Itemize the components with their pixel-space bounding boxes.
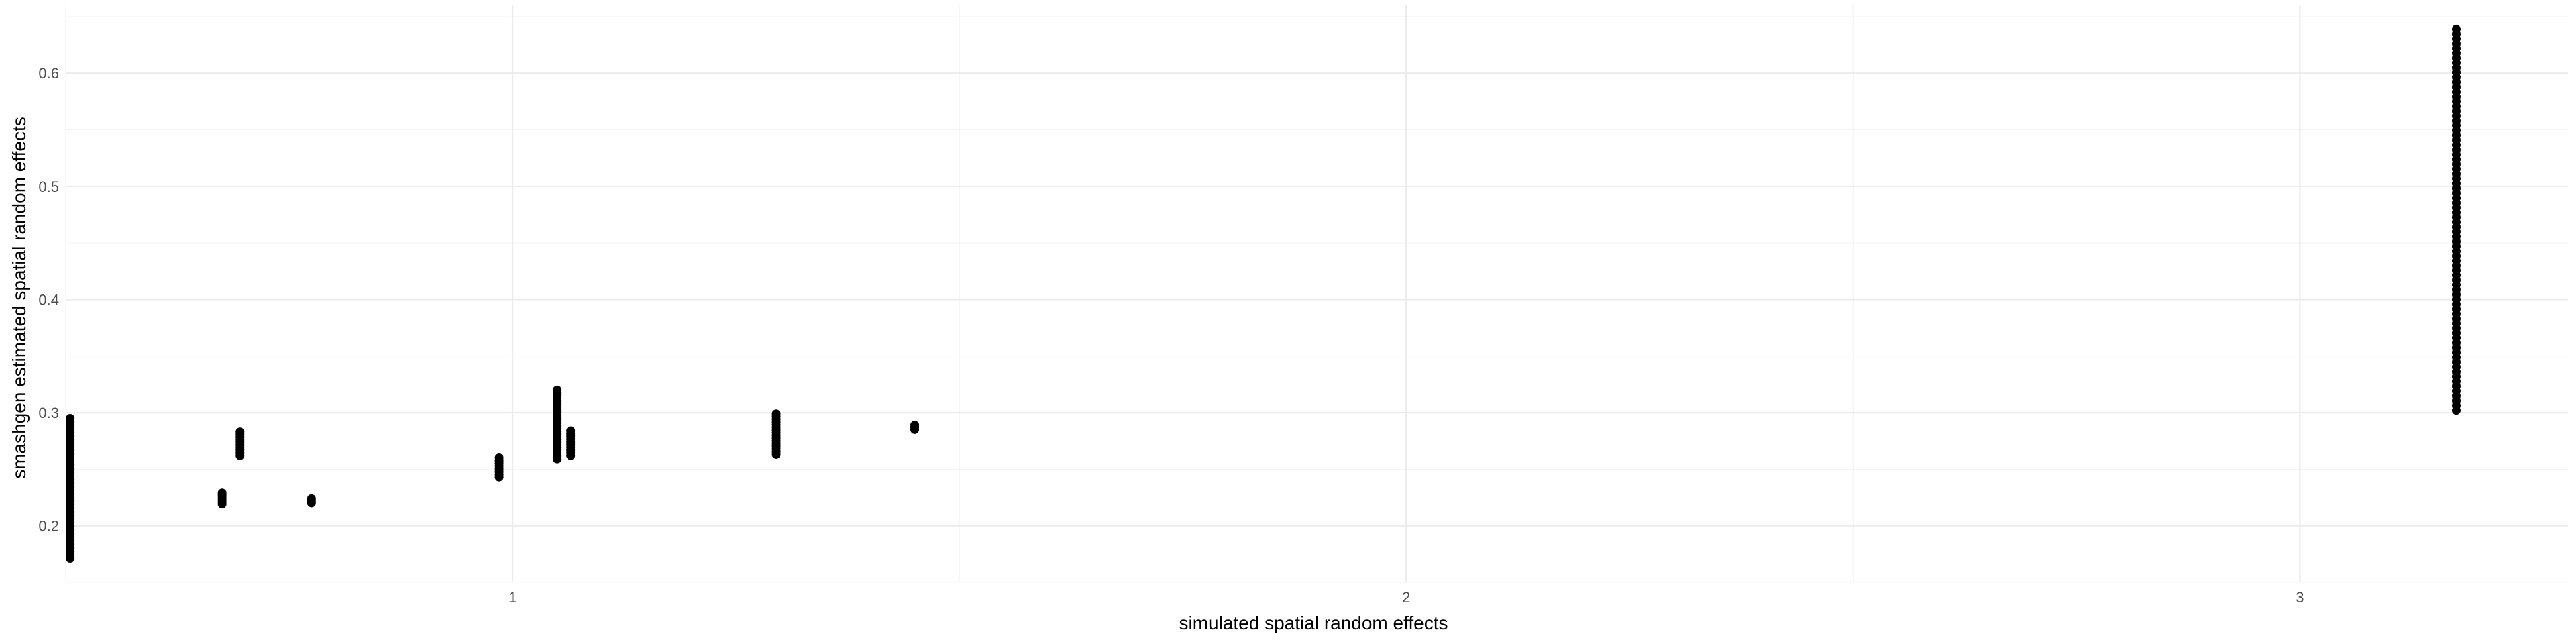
data-point	[307, 494, 316, 503]
x-tick-label: 2	[1402, 589, 1410, 606]
y-tick-label: 0.4	[38, 291, 59, 308]
y-tick-label: 0.2	[38, 518, 59, 535]
x-tick-label: 1	[508, 589, 517, 606]
data-point	[235, 427, 245, 437]
data-point	[553, 385, 562, 394]
data-point	[217, 488, 227, 498]
data-point	[494, 453, 504, 463]
y-tick-label: 0.6	[38, 65, 59, 82]
y-tick-label: 0.5	[38, 178, 59, 195]
data-point	[66, 413, 75, 423]
x-tick-label: 3	[2296, 589, 2304, 606]
y-axis-ticks: 0.2 0.3 0.4 0.5 0.6	[38, 65, 59, 535]
data-points	[66, 24, 2461, 564]
y-axis-title: smashgen estimated spatial random effect…	[9, 117, 30, 479]
data-point	[910, 421, 920, 430]
data-point	[771, 409, 781, 419]
x-axis-title: simulated spatial random effects	[1179, 612, 1448, 633]
data-point	[566, 426, 576, 435]
x-axis-ticks: 1 2 3	[508, 589, 2304, 606]
grid-lines	[65, 5, 2568, 583]
y-tick-label: 0.3	[38, 405, 59, 421]
data-point	[2451, 24, 2461, 34]
